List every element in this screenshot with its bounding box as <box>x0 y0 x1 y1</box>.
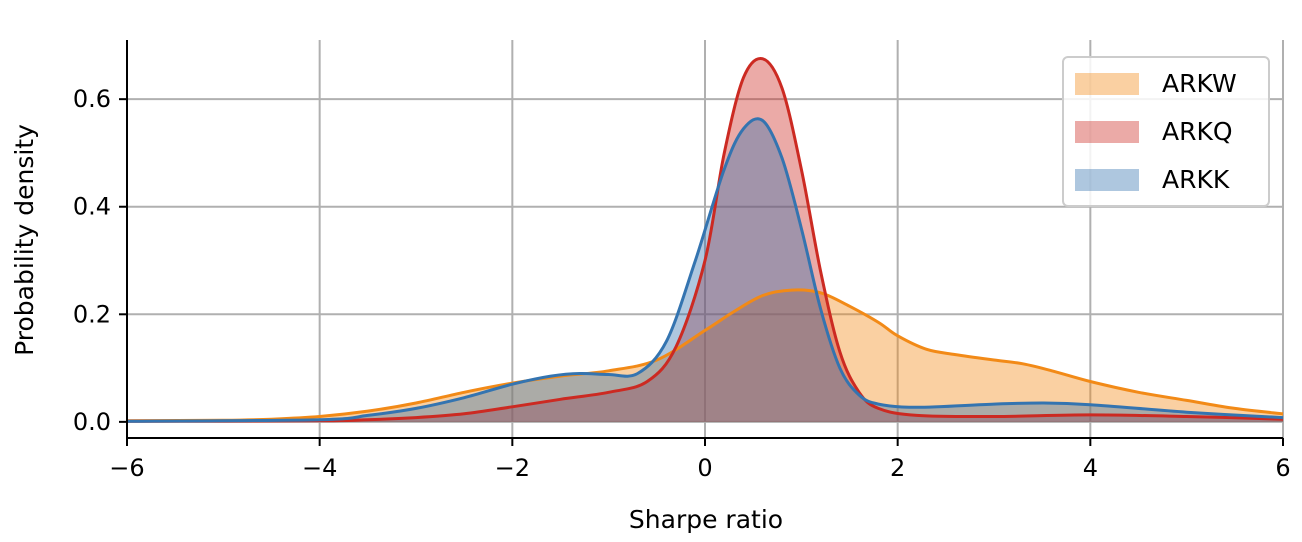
line-arkk <box>126 117 1284 423</box>
x-tick-label: 4 <box>1083 454 1098 482</box>
area-arkk <box>127 118 1283 422</box>
line-arkw <box>126 288 1284 423</box>
x-tick-label: 0 <box>697 454 712 482</box>
legend-swatch-arkq <box>1075 121 1139 143</box>
x-tick-label: −6 <box>109 454 144 482</box>
legend-label-arkw: ARKW <box>1162 69 1237 98</box>
x-tick-label: −4 <box>302 454 337 482</box>
x-tick-label: 6 <box>1275 454 1290 482</box>
x-tick-label: −2 <box>495 454 530 482</box>
axes <box>119 40 1284 446</box>
area-arkq <box>127 58 1283 422</box>
tick-labels: −6 −4 −2 0 2 4 6 0.0 0.2 0.4 0.6 <box>73 85 1291 482</box>
density-lines <box>126 56 1284 423</box>
x-axis-label: Sharpe ratio <box>629 505 783 534</box>
y-axis-label: Probability density <box>10 124 39 356</box>
area-arkw <box>127 289 1283 422</box>
legend-swatch-arkw <box>1075 73 1139 95</box>
legend: ARKW ARKQ ARKK <box>1062 56 1270 207</box>
y-tick-label: 0.4 <box>73 193 111 221</box>
legend-box <box>1062 56 1270 207</box>
line-arkq <box>126 56 1284 423</box>
y-tick-label: 0.2 <box>73 300 111 328</box>
y-tick-label: 0.0 <box>73 408 111 436</box>
x-tick-label: 2 <box>890 454 905 482</box>
legend-label-arkq: ARKQ <box>1162 117 1233 146</box>
legend-label-arkk: ARKK <box>1162 165 1230 194</box>
legend-swatch-arkk <box>1075 169 1139 191</box>
density-fills <box>127 58 1283 422</box>
y-tick-label: 0.6 <box>73 85 111 113</box>
